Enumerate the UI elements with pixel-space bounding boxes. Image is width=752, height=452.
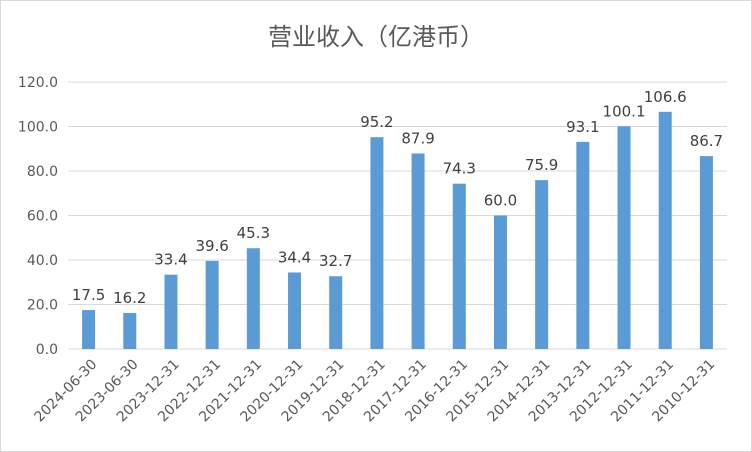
bar-2015-12-31 [493,215,507,349]
y-tick-label: 100.0 [18,120,58,136]
data-label: 93.1 [566,118,599,136]
data-label: 95.2 [360,113,393,131]
bar-2022-12-31 [205,260,219,349]
y-tick-label: 0.0 [36,342,58,358]
y-tick-label: 60.0 [27,209,58,225]
data-label: 32.7 [319,252,352,270]
bar-2012-12-31 [617,126,631,349]
data-label: 75.9 [525,156,558,174]
y-tick-label: 20.0 [27,298,58,314]
bar-2013-12-31 [576,141,590,349]
data-label: 16.2 [113,289,146,307]
bar-2023-12-31 [164,274,178,349]
bar-2011-12-31 [658,111,672,349]
data-label: 86.7 [690,132,723,150]
data-label: 100.1 [603,102,646,120]
bar-2020-12-31 [288,272,302,349]
data-label: 34.4 [278,248,311,266]
bar-2018-12-31 [370,137,384,349]
bar-2014-12-31 [535,180,549,349]
bar-2021-12-31 [246,248,260,349]
data-label: 106.6 [644,88,687,106]
data-label: 87.9 [401,129,434,147]
y-tick-label: 120.0 [18,75,58,91]
data-label: 74.3 [443,160,476,178]
data-label: 45.3 [237,224,270,242]
bar-2024-06-30 [82,310,96,349]
bar-2023-06-30 [123,312,137,349]
chart-title: 营业收入（亿港币） [268,23,484,51]
y-tick-label: 80.0 [27,164,58,180]
bar-2016-12-31 [452,183,466,349]
bar-2019-12-31 [329,276,343,349]
data-label: 17.5 [72,286,105,304]
data-label: 33.4 [154,251,187,269]
bar-2010-12-31 [699,156,713,349]
data-label: 60.0 [484,192,517,210]
y-tick-label: 40.0 [27,253,58,269]
bar-2017-12-31 [411,153,425,349]
data-label: 39.6 [195,237,228,255]
